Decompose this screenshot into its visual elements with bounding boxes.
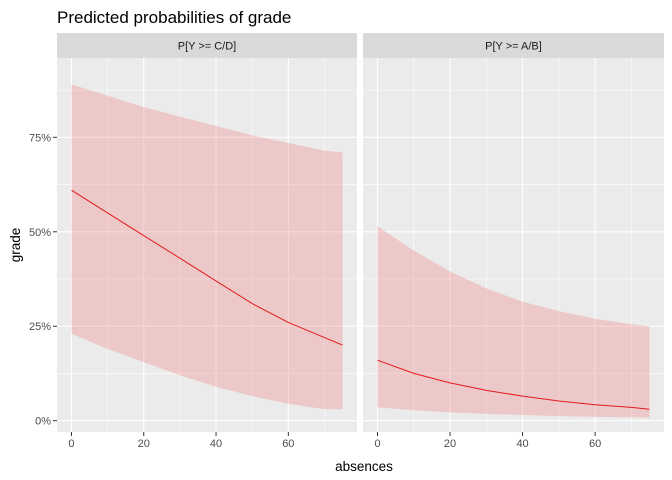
facet-panel-1: P[Y >= C/D]: [57, 33, 357, 432]
x-tick-label: 40: [516, 438, 528, 450]
strip-background: [363, 33, 664, 58]
y-tick-label: 75%: [29, 132, 51, 144]
panel-background: [57, 58, 357, 432]
panel-background: [363, 58, 664, 432]
x-tick-label: 20: [138, 438, 150, 450]
facet-panel-2: P[Y >= A/B]: [363, 33, 664, 432]
x-tick-label: 0: [68, 438, 74, 450]
strip-label: P[Y >= C/D]: [178, 41, 237, 53]
strip-background: [57, 33, 357, 58]
x-tick-label: 0: [374, 438, 380, 450]
gridlines: [57, 58, 357, 432]
x-tick-label: 60: [589, 438, 601, 450]
predicted-line: [377, 359, 650, 410]
y-tick-label: 50%: [29, 227, 51, 239]
strip-label: P[Y >= A/B]: [485, 41, 542, 53]
x-tick-label: 60: [282, 438, 294, 450]
confidence-ribbon: [71, 84, 343, 410]
chart-title: Predicted probabilities of grade: [57, 8, 291, 27]
predicted-line: [71, 189, 343, 346]
y-tick-label: 0%: [35, 416, 51, 428]
x-tick-label: 40: [210, 438, 222, 450]
y-tick-label: 25%: [29, 321, 51, 333]
y-axis-title: grade: [8, 228, 23, 263]
y-axis: 0% 25% 50% 75%: [29, 132, 57, 428]
x-tick-label: 20: [444, 438, 456, 450]
confidence-ribbon: [377, 226, 650, 418]
x-axis: 0 20 40 60 0 20 40 60: [68, 432, 601, 450]
gridlines: [363, 58, 664, 432]
x-axis-title: absences: [335, 459, 393, 474]
